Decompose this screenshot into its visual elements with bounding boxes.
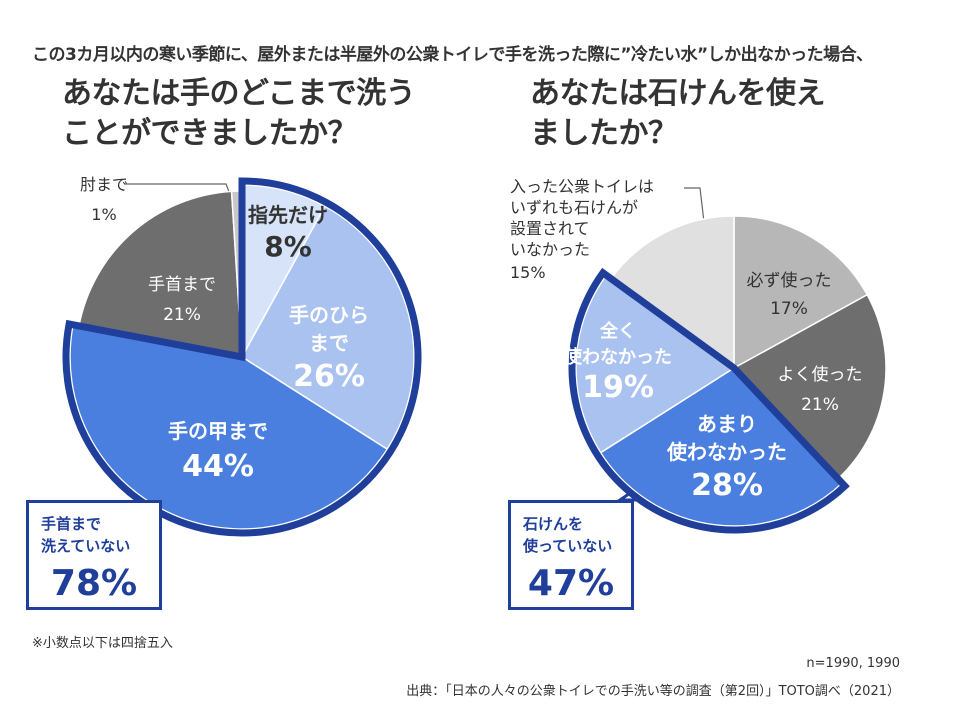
right-slice-percent-3: 19% (582, 370, 654, 405)
left-slice-percent-3: 21% (163, 305, 201, 325)
right-slice-name-4-0: 入った公衆トイレは (510, 177, 654, 196)
survey-question-header: この3カ月以内の寒い季節に、屋外または半屋外の公衆トイレで手を洗った際に”冷たい… (32, 45, 873, 65)
rounding-note: ※小数点以下は四捨五入 (32, 636, 173, 651)
right-slice-name-3-0: 全く (599, 320, 636, 342)
left-question-line-2: ことができましたか？ (62, 116, 358, 151)
right-slice-percent-0: 17% (770, 299, 808, 319)
right-callout-percent: 47% (527, 563, 615, 604)
left-question-line-1: あなたは手のどこまで洗う (62, 76, 416, 111)
right-slice-name-3-1: 使わなかった (563, 347, 672, 368)
left-highlight-outline (62, 177, 422, 537)
right-slice-percent-2: 28% (691, 468, 763, 503)
soap-usage-pie: 必ず使った17%よく使った21%あまり使わなかった28%全く使わなかった19%入… (510, 177, 887, 534)
left-slice-percent-4: 1% (91, 205, 116, 224)
right-leader-line (684, 187, 705, 223)
left-slice-name-1-0: 手のひら (289, 303, 369, 327)
left-callout-box: 手首まで 洗えていない 78% (26, 500, 162, 610)
left-slice-percent-2: 44% (182, 449, 254, 484)
left-slice-percent-0: 8% (264, 230, 312, 263)
left-slice-label-3: 手首まで 21% (148, 275, 216, 325)
right-highlight-outline (568, 267, 850, 534)
right-pie-slice-0 (733, 215, 869, 370)
left-question-title: あなたは手のどこまで洗う ことができましたか？ (62, 74, 416, 154)
right-slice-percent-1: 21% (801, 395, 839, 415)
left-slice-name-2-0: 手の甲まで (168, 419, 268, 443)
left-slice-name-4-0: 肘まで (80, 175, 128, 194)
left-pie-slice-1 (241, 205, 415, 451)
right-pie-slice-3 (575, 274, 736, 454)
left-slice-label-4: 肘まで 1% (80, 175, 128, 224)
right-slice-name-4-2: 設置されて (510, 219, 590, 238)
source-credit: 出典：「日本の人々の公衆トイレでの手洗い等の調査（第2回）」TOTO調べ（202… (406, 684, 900, 699)
right-slice-name-4-1: いずれも石けんが (510, 198, 638, 217)
left-pie-slice-2 (69, 323, 389, 530)
left-slice-percent-1: 26% (293, 359, 365, 394)
right-pie-slice-4 (609, 215, 735, 370)
right-slice-name-0-0: 必ず使った (747, 270, 832, 291)
right-slice-name-2-0: あまり (697, 412, 757, 436)
right-slice-name-1-0: よく使った (778, 364, 863, 385)
left-callout-text: 手首まで 洗えていない (41, 515, 131, 555)
right-slice-label-0: 必ず使った 17% (747, 270, 832, 319)
right-slice-name-2-1: 使わなかった (666, 440, 787, 464)
right-pie-slice-2 (599, 367, 844, 527)
left-slice-name-0-0: 指先だけ (248, 203, 328, 227)
right-slice-percent-4: 15% (510, 263, 546, 282)
right-question-line-2: ましたか？ (530, 116, 678, 151)
left-slice-label-2: 手の甲まで 44% (168, 419, 268, 484)
sample-size: n=1990, 1990 (806, 656, 900, 671)
right-slice-name-4-3: いなかった (510, 240, 590, 259)
left-pie-slice-3 (78, 190, 243, 358)
right-callout-text: 石けんを 使っていない (523, 515, 613, 555)
right-slice-label-1: よく使った 21% (778, 364, 863, 415)
left-callout-percent: 78% (50, 563, 138, 604)
right-question-title: あなたは石けんを使え ましたか？ (530, 74, 826, 154)
right-callout-box: 石けんを 使っていない 47% (508, 500, 634, 610)
right-question-line-1: あなたは石けんを使え (530, 76, 826, 111)
left-slice-label-0: 指先だけ 8% (248, 203, 328, 263)
right-pie-slice-1 (732, 293, 887, 480)
left-slice-name-1-1: まで (309, 331, 349, 355)
left-slice-name-3-0: 手首まで (148, 275, 216, 295)
